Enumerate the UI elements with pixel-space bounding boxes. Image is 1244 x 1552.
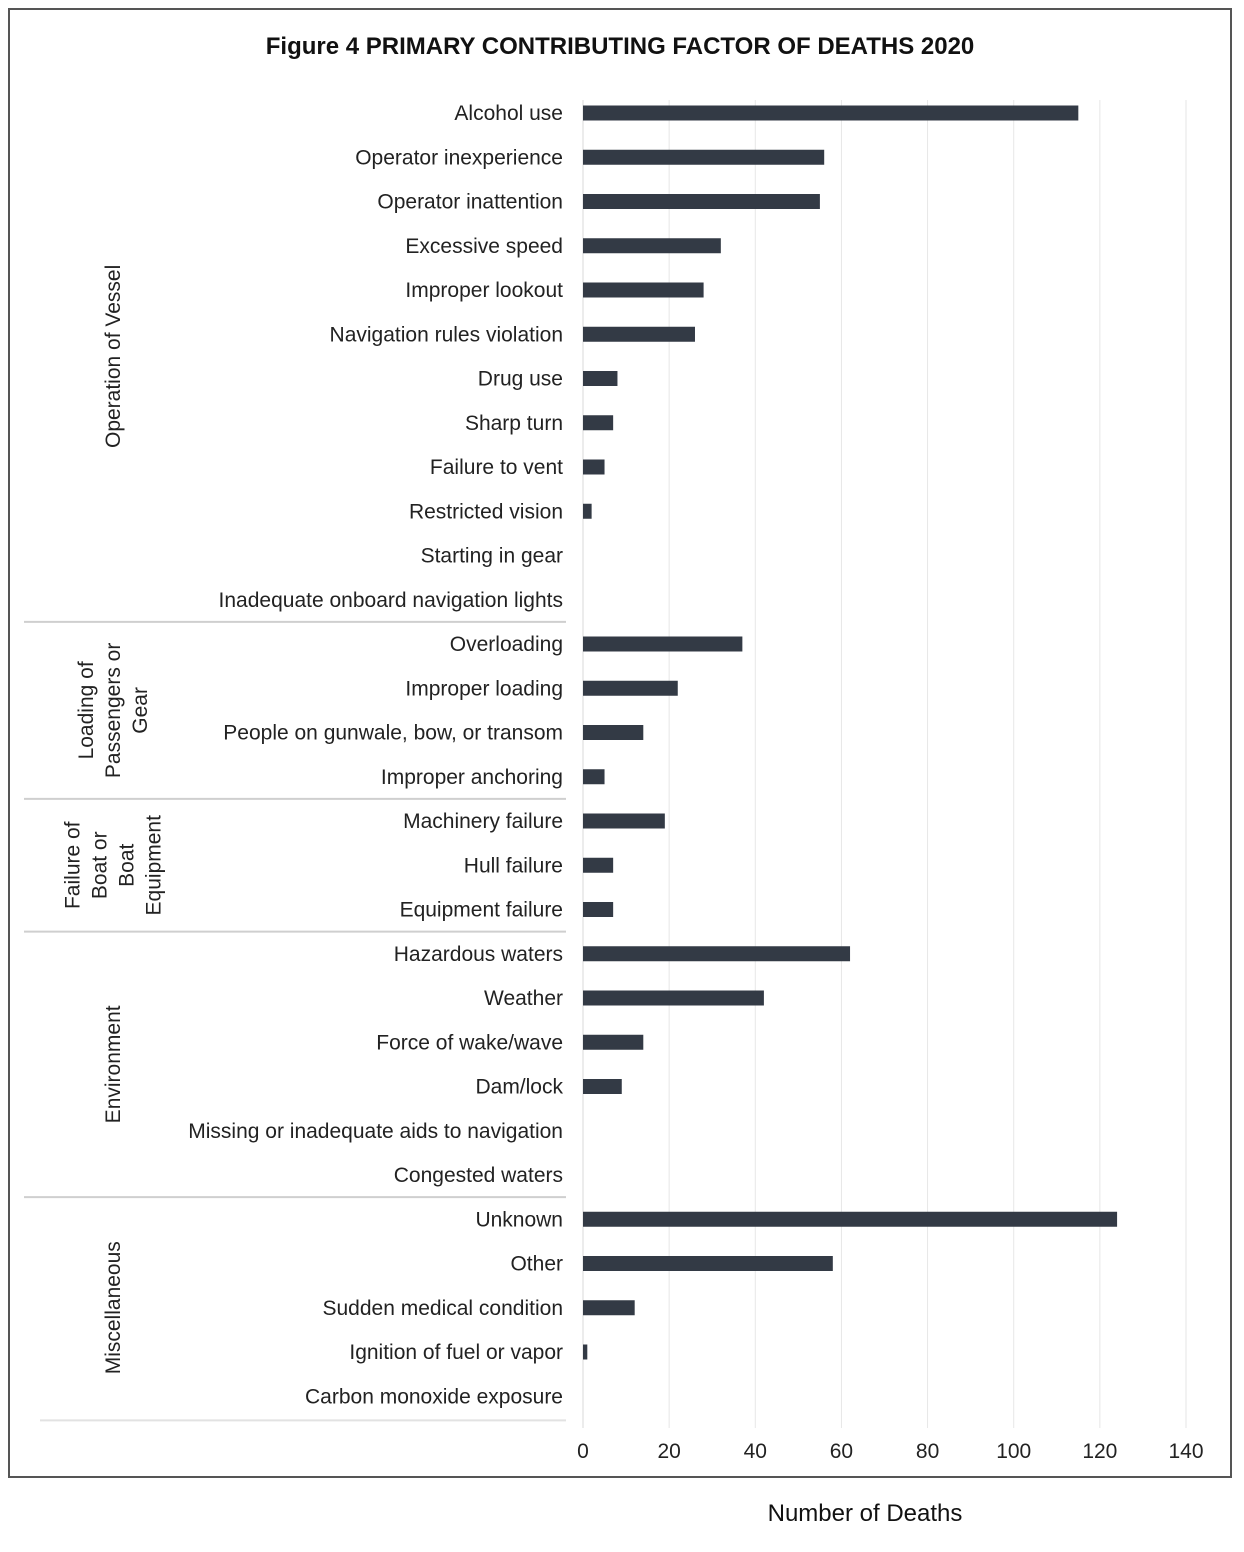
x-tick-label: 140 (1168, 1440, 1203, 1463)
bar (583, 636, 743, 652)
x-tick-label: 80 (916, 1440, 939, 1463)
category-label: Navigation rules violation (330, 323, 563, 346)
category-label: Restricted vision (409, 500, 563, 523)
category-label: Excessive speed (405, 235, 563, 258)
bar (583, 238, 721, 254)
chart-title: Figure 4 PRIMARY CONTRIBUTING FACTOR OF … (266, 33, 975, 60)
bar (583, 326, 695, 342)
category-label: Equipment failure (400, 899, 563, 922)
category-label: Drug use (478, 368, 563, 391)
bar (583, 1079, 622, 1094)
category-label: Improper loading (405, 677, 563, 700)
category-label: Missing or inadequate aids to navigation (188, 1120, 563, 1143)
group-label: Miscellaneous (102, 1241, 125, 1374)
group-label: Loading of (75, 661, 98, 759)
category-label: Operator inattention (377, 191, 563, 214)
group-label: Failure of (62, 821, 85, 909)
bar (583, 194, 820, 209)
bar (583, 769, 605, 785)
bar (583, 857, 614, 873)
bar (583, 282, 704, 298)
category-label: Inadequate onboard navigation lights (219, 589, 563, 612)
group-label: Environment (102, 1005, 125, 1123)
x-tick-label: 0 (577, 1440, 589, 1463)
x-tick-label: 100 (996, 1440, 1031, 1463)
group-label: Boat or (89, 831, 112, 899)
category-label: Machinery failure (403, 810, 563, 833)
group-label: Equipment (143, 815, 166, 916)
category-label: Unknown (475, 1208, 563, 1231)
bar (583, 503, 592, 519)
category-label: Hull failure (464, 854, 563, 877)
x-tick-label: 120 (1082, 1440, 1117, 1463)
group-label: Passengers or (102, 643, 125, 778)
bar (583, 415, 614, 431)
bar (583, 946, 851, 962)
x-tick-label: 20 (657, 1440, 680, 1463)
category-label: Starting in gear (421, 545, 563, 568)
category-label: Sharp turn (465, 412, 563, 435)
bar (583, 813, 665, 829)
category-label: Hazardous waters (394, 943, 563, 966)
bar (583, 1034, 644, 1050)
group-label: Operation of Vessel (102, 265, 125, 448)
category-label: Weather (484, 987, 563, 1010)
category-label: Operator inexperience (355, 146, 563, 169)
category-label: Dam/lock (475, 1076, 563, 1099)
bar (583, 1256, 833, 1271)
group-label: Gear (129, 687, 152, 734)
category-label: Sudden medical condition (323, 1297, 564, 1320)
bar (583, 1211, 1118, 1227)
bar (583, 459, 605, 475)
bar (583, 105, 1079, 121)
category-label: Failure to vent (430, 456, 563, 479)
x-tick-label: 60 (830, 1440, 853, 1463)
bar (583, 902, 614, 917)
category-label: Overloading (450, 633, 563, 656)
chart-frame: Figure 4 PRIMARY CONTRIBUTING FACTOR OF … (8, 8, 1232, 1478)
category-label: Congested waters (394, 1164, 563, 1187)
x-axis-title: Number of Deaths (767, 1500, 963, 1527)
category-label: Improper lookout (405, 279, 563, 302)
bar (583, 1300, 635, 1316)
category-label: Force of wake/wave (376, 1031, 563, 1054)
bar (583, 371, 618, 386)
category-label: Alcohol use (454, 102, 563, 125)
group-label: Boat (116, 843, 139, 886)
bar (583, 1344, 588, 1360)
x-tick-label: 40 (744, 1440, 767, 1463)
bar (583, 149, 825, 165)
category-label: Other (510, 1253, 563, 1276)
category-label: Improper anchoring (381, 766, 563, 789)
category-label: People on gunwale, bow, or transom (223, 722, 563, 745)
bar (583, 680, 678, 696)
category-label: Carbon monoxide exposure (305, 1385, 563, 1408)
bar (583, 990, 764, 1006)
bar-chart: Figure 4 PRIMARY CONTRIBUTING FACTOR OF … (24, 33, 1204, 1463)
bar (583, 725, 644, 740)
category-label: Ignition of fuel or vapor (349, 1341, 563, 1364)
